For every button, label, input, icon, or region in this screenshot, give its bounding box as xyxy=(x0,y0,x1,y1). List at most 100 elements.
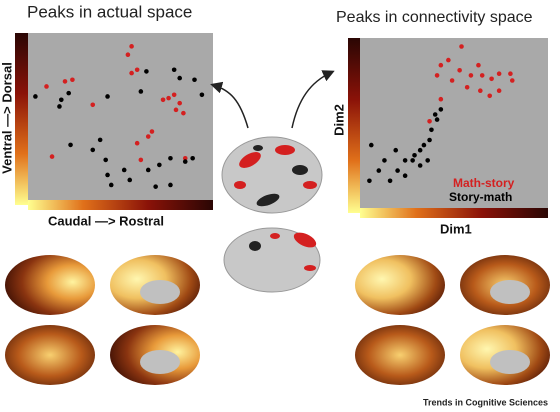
point xyxy=(382,158,387,163)
point xyxy=(144,69,149,74)
point xyxy=(134,140,140,146)
brain-maps-right xyxy=(355,255,550,385)
point xyxy=(395,168,400,173)
point xyxy=(68,142,73,148)
point xyxy=(121,167,127,173)
point xyxy=(427,119,432,124)
colorbar xyxy=(28,200,213,210)
point xyxy=(125,52,131,58)
chart-title: Peaks in actual space xyxy=(27,2,192,21)
point xyxy=(457,68,462,73)
point xyxy=(62,79,68,84)
colorbar xyxy=(360,208,548,218)
point xyxy=(429,127,434,133)
point xyxy=(168,155,173,161)
point xyxy=(417,163,423,168)
point xyxy=(376,168,382,173)
arrow xyxy=(210,81,249,129)
point xyxy=(190,155,195,161)
point xyxy=(181,110,186,116)
point xyxy=(425,158,430,163)
point xyxy=(468,73,474,78)
point xyxy=(105,172,110,178)
point xyxy=(160,97,166,103)
legend-label: Story-math xyxy=(449,190,512,204)
brain-medial xyxy=(223,227,321,293)
arrow xyxy=(291,70,335,129)
chart-title: Peaks in connectivity space xyxy=(336,9,533,26)
point xyxy=(108,182,114,188)
point xyxy=(57,104,62,109)
point xyxy=(168,182,173,188)
point xyxy=(192,77,197,83)
point xyxy=(509,78,515,83)
point xyxy=(33,94,38,99)
point xyxy=(421,142,427,148)
point xyxy=(449,78,455,83)
point xyxy=(487,93,493,99)
point xyxy=(508,71,513,76)
point xyxy=(138,89,144,94)
point xyxy=(127,177,133,183)
point xyxy=(438,107,444,112)
point xyxy=(149,129,155,134)
x-axis-label: Dim1 xyxy=(440,221,472,236)
point xyxy=(459,44,464,49)
point xyxy=(59,97,64,103)
point xyxy=(44,84,49,89)
point xyxy=(438,62,444,68)
point xyxy=(438,96,444,102)
y-axis-label: Ventral —> Dorsal xyxy=(0,62,14,174)
point xyxy=(496,71,502,76)
point xyxy=(171,92,177,98)
point xyxy=(90,102,96,108)
point xyxy=(479,73,485,78)
point xyxy=(157,162,162,168)
point xyxy=(434,117,440,122)
point xyxy=(90,147,96,153)
point xyxy=(49,154,55,159)
point xyxy=(182,155,188,161)
point xyxy=(177,75,182,81)
point xyxy=(434,73,440,78)
point xyxy=(171,67,177,73)
point xyxy=(66,90,71,96)
point xyxy=(412,153,417,158)
point xyxy=(478,88,483,93)
point xyxy=(427,137,432,143)
point xyxy=(177,100,182,106)
point xyxy=(464,85,470,90)
point xyxy=(97,137,103,143)
point xyxy=(105,94,110,99)
point xyxy=(173,107,179,113)
point xyxy=(368,142,374,148)
point xyxy=(402,158,408,163)
point xyxy=(489,76,494,82)
point xyxy=(129,44,134,49)
point xyxy=(138,157,144,163)
brain-lateral xyxy=(221,136,323,214)
source: Trends in Cognitive Sciences xyxy=(423,397,548,407)
point xyxy=(393,147,399,153)
point xyxy=(387,178,393,184)
point xyxy=(432,112,438,117)
legend-label: Math-story xyxy=(453,176,515,190)
point xyxy=(446,57,451,63)
point xyxy=(367,178,372,184)
y-axis-label: Dim2 xyxy=(331,104,346,136)
point xyxy=(129,70,134,76)
point xyxy=(182,159,188,164)
point xyxy=(410,158,415,163)
point xyxy=(153,184,158,189)
plot-area xyxy=(28,33,213,200)
point xyxy=(199,92,205,98)
point xyxy=(476,62,481,68)
point xyxy=(417,147,423,153)
point xyxy=(496,88,502,93)
point xyxy=(145,167,151,173)
colorbar xyxy=(348,38,360,213)
point xyxy=(166,95,171,101)
point xyxy=(134,67,140,73)
point xyxy=(103,157,108,163)
